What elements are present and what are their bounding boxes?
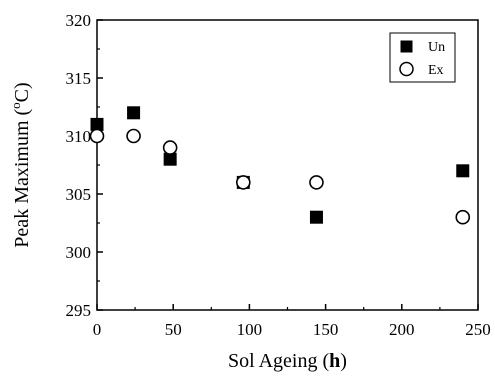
- y-tick-label: 320: [66, 11, 92, 30]
- x-tick-label: 0: [93, 320, 102, 339]
- legend-label-un: Un: [428, 40, 445, 55]
- data-point-ex: [162, 140, 178, 155]
- data-point-ex: [236, 175, 251, 190]
- x-axis-title-main: Sol Ageing (: [228, 350, 329, 372]
- x-tick-label: 150: [313, 320, 339, 339]
- x-axis-ticks: 0 50 100 150 200 250: [93, 304, 491, 339]
- legend: Un Ex: [389, 32, 456, 83]
- y-tick-label: 305: [66, 185, 92, 204]
- x-axis-title-unit: h: [329, 350, 340, 372]
- data-point-un: [309, 210, 323, 224]
- data-point-un: [90, 117, 104, 131]
- data-point-un: [163, 152, 177, 166]
- legend-marker-ex: [399, 61, 414, 77]
- data-point-un: [456, 164, 470, 178]
- data-point-un: [127, 106, 141, 120]
- x-tick-label: 200: [389, 320, 415, 339]
- y-axis-title-degree: o: [8, 102, 23, 109]
- legend-marker-un: [400, 40, 413, 53]
- series-layer: [89, 106, 471, 225]
- y-tick-label: 310: [66, 127, 92, 146]
- x-tick-label: 100: [237, 320, 263, 339]
- x-tick-label: 250: [465, 320, 491, 339]
- y-tick-label: 315: [66, 69, 92, 88]
- y-axis-title-unit: C): [11, 82, 33, 102]
- legend-box: [389, 32, 456, 83]
- legend-label-ex: Ex: [428, 63, 444, 78]
- x-axis-title: Sol Ageing (h): [228, 350, 347, 372]
- x-axis-title-close: ): [340, 350, 347, 372]
- y-tick-label: 300: [66, 243, 92, 262]
- x-tick-label: 50: [165, 320, 182, 339]
- y-axis-title: Peak Maximum (oC): [8, 82, 33, 247]
- y-tick-label: 295: [66, 301, 92, 320]
- data-point-ex: [126, 128, 141, 144]
- data-point-ex: [309, 175, 324, 190]
- data-point-ex: [455, 209, 471, 225]
- y-axis-title-main: Peak Maximum (: [11, 108, 33, 247]
- y-axis-ticks: 295 300 305 310 315 320: [66, 11, 103, 320]
- data-point-ex: [89, 128, 105, 144]
